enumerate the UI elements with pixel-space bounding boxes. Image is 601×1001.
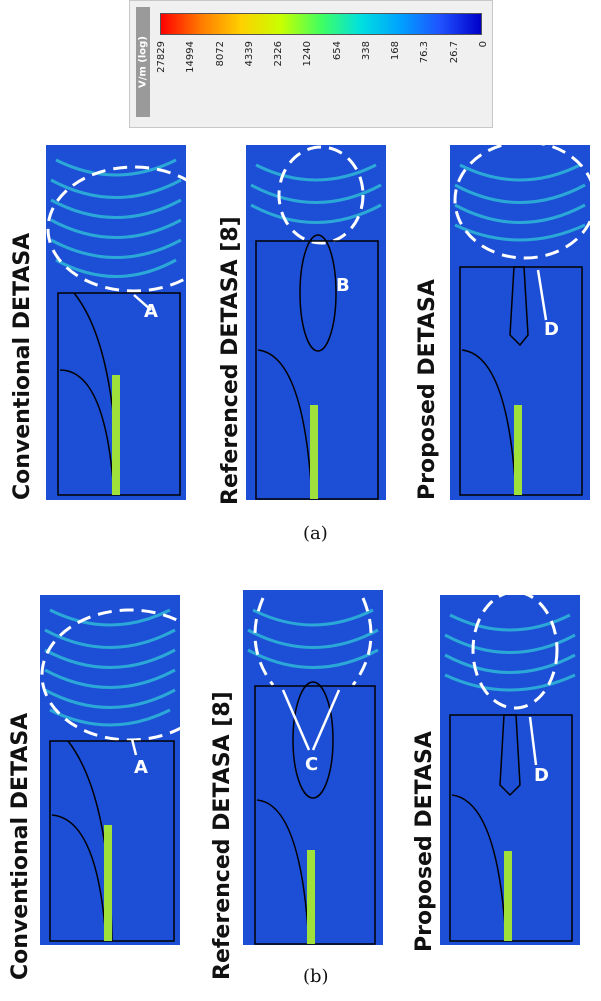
colorbar-tick: 4339 bbox=[243, 41, 255, 67]
colorbar-tick: 26.7 bbox=[448, 41, 460, 64]
caption-a: (a) bbox=[303, 523, 328, 544]
label-b-conventional: Conventional DETASA bbox=[8, 712, 33, 980]
colorbar-tick: 27829 bbox=[156, 41, 167, 73]
colorbar-tick: 168 bbox=[390, 41, 402, 61]
colorbar-tick: 8072 bbox=[214, 41, 226, 67]
colorbar: V/m (log) 27829 14994 8072 4339 2326 1240 654 3… bbox=[129, 0, 493, 128]
field-b-conventional: A bbox=[40, 595, 180, 945]
marker-b-conventional: A bbox=[134, 757, 148, 778]
field-b-proposed: D bbox=[440, 595, 580, 945]
field-a-proposed: D bbox=[450, 145, 590, 500]
label-a-conventional: Conventional DETASA bbox=[10, 232, 35, 500]
colorbar-tick: 0 bbox=[478, 41, 489, 48]
colorbar-tick: 14994 bbox=[185, 41, 197, 73]
marker-a-referenced: B bbox=[336, 275, 350, 296]
colorbar-tick: 2326 bbox=[273, 41, 285, 67]
marker-b-referenced: C bbox=[305, 754, 318, 775]
field-b-referenced: C bbox=[243, 590, 383, 945]
marker-b-proposed: D bbox=[534, 765, 549, 786]
marker-a-proposed: D bbox=[544, 319, 559, 340]
field-a-conventional: A bbox=[46, 145, 186, 500]
label-b-referenced: Referenced DETASA [8] bbox=[210, 691, 235, 980]
label-a-referenced: Referenced DETASA [8] bbox=[218, 216, 243, 505]
label-a-proposed: Proposed DETASA bbox=[415, 279, 440, 500]
colorbar-gradient bbox=[160, 13, 482, 35]
colorbar-tick: 76.3 bbox=[419, 41, 431, 64]
colorbar-tick: 338 bbox=[360, 41, 372, 61]
field-a-referenced: B bbox=[246, 145, 386, 500]
colorbar-tick: 1240 bbox=[302, 41, 314, 67]
colorbar-unit-label: V/m (log) bbox=[136, 7, 150, 117]
colorbar-tick: 654 bbox=[331, 41, 343, 61]
marker-a-conventional: A bbox=[144, 301, 158, 322]
label-b-proposed: Proposed DETASA bbox=[412, 731, 437, 952]
caption-b: (b) bbox=[303, 966, 329, 987]
